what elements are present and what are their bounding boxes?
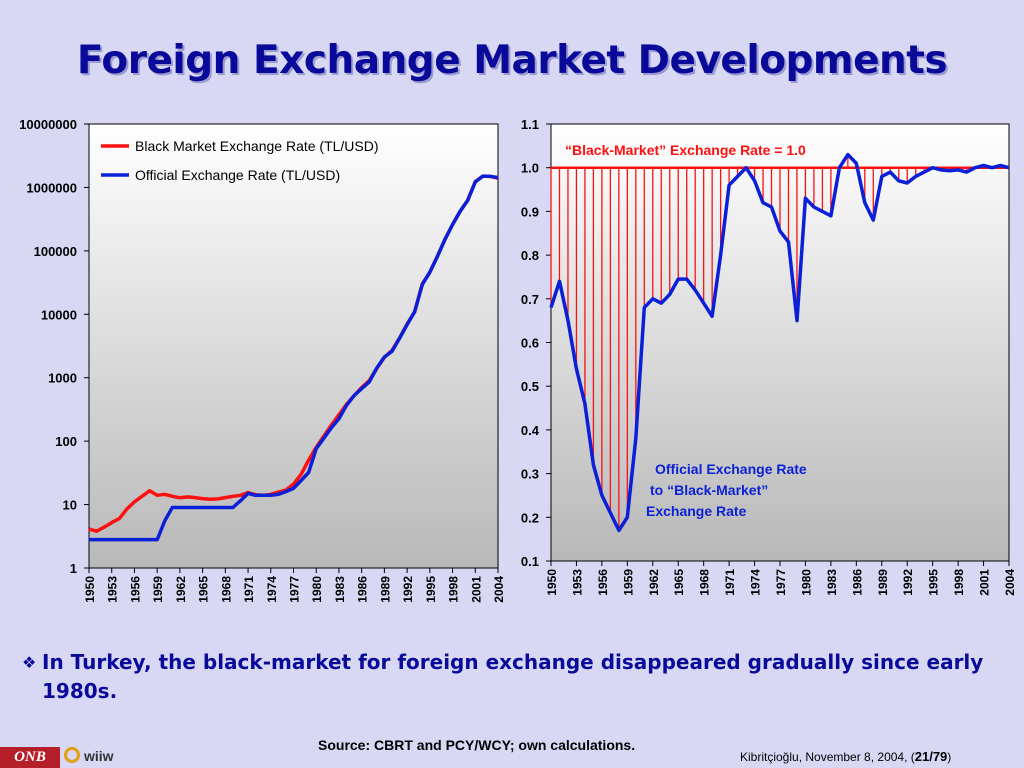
right-y-tick-label: 1.0 <box>521 161 539 176</box>
right-x-tick-label: 1974 <box>749 569 763 596</box>
left-x-tick-label: 1953 <box>106 576 120 603</box>
left-y-tick-label: 1 <box>70 561 77 576</box>
right-x-tick-label: 1950 <box>545 569 559 596</box>
right-x-tick-label: 1992 <box>901 569 915 596</box>
charts-canvas: 1 10 100 1000 10000 100000 1000000 10000000 1950… <box>19 117 1017 603</box>
left-y-tick-label: 10000000 <box>19 117 77 132</box>
left-y-tick-label: 1000 <box>48 371 77 386</box>
official-rate-line <box>89 174 499 542</box>
left-x-tick-label: 1995 <box>424 576 438 603</box>
right-y-tick-label: 0.2 <box>521 510 539 525</box>
right-y-tick-label: 0.7 <box>521 292 539 307</box>
left-x-tick-label: 1983 <box>333 576 347 603</box>
right-y-tick-label: 0.8 <box>521 248 539 263</box>
left-x-tick-label: 1992 <box>401 576 415 603</box>
source-note: Source: CBRT and PCY/WCY; own calculatio… <box>318 737 636 753</box>
left-x-tick-label: 1950 <box>83 576 97 603</box>
footer-author-date: Kibritçioğlu, November 8, 2004, ( <box>740 750 915 764</box>
left-x-tick-label: 1977 <box>288 576 302 603</box>
left-y-tick-label: 100 <box>55 434 77 449</box>
right-x-tick-label: 1995 <box>927 569 941 596</box>
right-x-tick-label: 1968 <box>698 569 712 596</box>
right-x-tick-label: 1962 <box>647 569 661 596</box>
left-x-tick-label: 1968 <box>219 576 233 603</box>
left-y-tick-label: 1000000 <box>26 180 77 195</box>
left-x-tick-label: 1971 <box>242 576 256 603</box>
right-x-tick-label: 1998 <box>952 569 966 596</box>
onb-logo: ONB <box>0 747 60 768</box>
left-x-tick-label: 1998 <box>447 576 461 603</box>
left-x-tick-label: 1959 <box>151 576 165 603</box>
left-x-tick-label: 2001 <box>469 576 483 603</box>
reference-label: “Black-Market” Exchange Rate = 1.0 <box>565 142 806 158</box>
official-to-black-market-ratio-line <box>549 152 1010 533</box>
left-x-tick-label: 1956 <box>128 576 142 603</box>
left-plot-area <box>88 123 499 569</box>
page-number: 21/79 <box>914 749 948 764</box>
right-y-tick-label: 0.9 <box>521 204 539 219</box>
right-x-tick-label: 1989 <box>876 569 890 596</box>
left-y-tick-label: 10 <box>63 498 77 513</box>
right-x-tick-label: 1956 <box>596 569 610 596</box>
right-x-tick-label: 1965 <box>672 569 686 596</box>
legend-label-black-market: Black Market Exchange Rate (TL/USD) <box>135 138 379 154</box>
left-y-tick-label: 10000 <box>41 307 77 322</box>
ratio-annotation-line: to “Black-Market” <box>650 482 768 498</box>
diamond-bullet-icon: ❖ <box>22 653 37 672</box>
right-y-tick-label: 0.1 <box>521 554 539 569</box>
right-x-tick-label: 2001 <box>978 569 992 596</box>
left-x-tick-label: 1974 <box>265 576 279 603</box>
left-x-tick-label: 1986 <box>356 576 370 603</box>
right-x-tick-label: 2004 <box>1003 569 1017 596</box>
right-y-tick-label: 1.1 <box>521 117 539 132</box>
left-x-tick-label: 1962 <box>174 576 188 603</box>
ratio-annotation-line: Exchange Rate <box>646 503 747 519</box>
left-x-tick-label: 2004 <box>492 576 506 603</box>
right-x-tick-label: 1986 <box>850 569 864 596</box>
right-x-tick-label: 1983 <box>825 569 839 596</box>
footer-close: ) <box>947 750 952 764</box>
right-y-tick-label: 0.5 <box>521 379 539 394</box>
footer: Kibritçioğlu, November 8, 2004, (21/79) <box>740 749 951 764</box>
left-y-tick-label: 100000 <box>34 244 77 259</box>
wiiw-logo-icon <box>64 747 80 763</box>
right-x-tick-label: 1977 <box>774 569 788 596</box>
left-x-tick-label: 1980 <box>310 576 324 603</box>
right-x-tick-label: 1980 <box>799 569 813 596</box>
right-y-tick-label: 0.6 <box>521 336 539 351</box>
left-x-tick-label: 1989 <box>378 576 392 603</box>
right-x-tick-label: 1959 <box>621 569 635 596</box>
wiiw-logo: wiiw <box>84 748 114 764</box>
right-y-tick-label: 0.3 <box>521 467 539 482</box>
right-x-tick-label: 1953 <box>570 569 584 596</box>
legend-label-official: Official Exchange Rate (TL/USD) <box>135 167 340 183</box>
ratio-annotation-line: Official Exchange Rate <box>655 461 807 477</box>
bullet-point: ❖ In Turkey, the black-market for foreig… <box>22 648 1002 706</box>
right-y-tick-label: 0.4 <box>521 423 540 438</box>
bullet-text: In Turkey, the black-market for foreign … <box>42 650 984 703</box>
right-x-tick-label: 1971 <box>723 569 737 596</box>
slide-title: Foreign Exchange Market Developments <box>76 38 948 83</box>
left-x-tick-label: 1965 <box>197 576 211 603</box>
